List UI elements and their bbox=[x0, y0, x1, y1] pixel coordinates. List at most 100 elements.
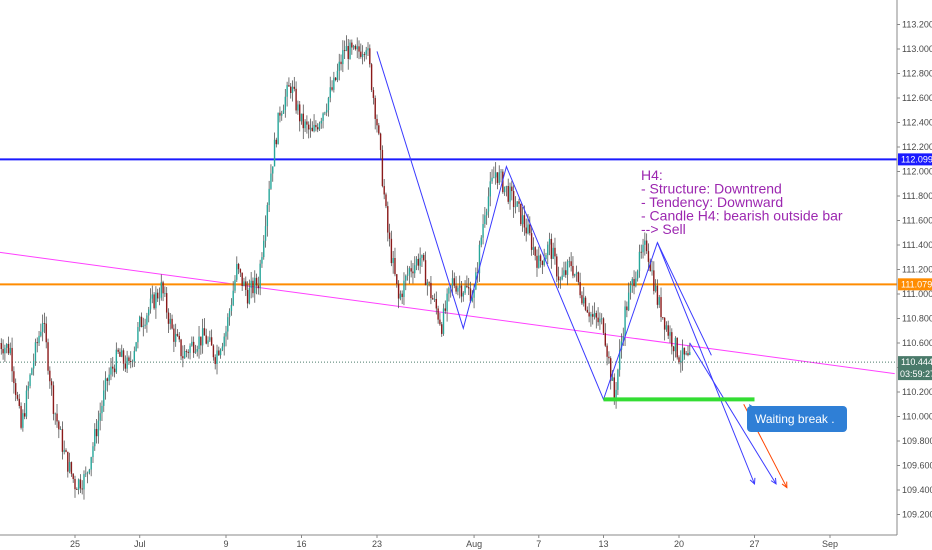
candle-body-323 bbox=[579, 282, 581, 296]
candle-body-64 bbox=[113, 368, 116, 373]
candle-body-196 bbox=[351, 42, 353, 48]
candle-body-336 bbox=[602, 318, 605, 333]
candle-body-11 bbox=[18, 398, 20, 406]
candle-body-144 bbox=[257, 285, 260, 289]
y-tick-label-11: 111.400 bbox=[902, 240, 932, 250]
candle-body-262 bbox=[469, 288, 472, 302]
wave-path bbox=[376, 51, 712, 401]
candle-body-167 bbox=[299, 104, 301, 122]
candle-body-243 bbox=[435, 298, 438, 309]
candle-body-139 bbox=[248, 288, 251, 304]
candle-body-320 bbox=[574, 273, 576, 276]
callout-text: Waiting break . bbox=[755, 412, 835, 426]
candle-body-177 bbox=[316, 127, 319, 130]
candle-body-340 bbox=[609, 358, 612, 381]
candle-body-81 bbox=[144, 324, 146, 326]
candle-body-123 bbox=[219, 349, 222, 356]
candle-body-240 bbox=[430, 282, 432, 299]
candle-body-254 bbox=[455, 285, 457, 292]
candle-body-27 bbox=[47, 342, 49, 371]
candle-body-20 bbox=[34, 342, 37, 362]
x-tick-label-3: 16 bbox=[296, 539, 306, 549]
x-tick-label-0: 25 bbox=[70, 539, 80, 549]
candle-body-282 bbox=[505, 186, 508, 187]
candle-body-353 bbox=[633, 279, 635, 287]
candle-body-116 bbox=[207, 340, 209, 344]
candle-body-214 bbox=[383, 186, 385, 195]
candle-body-382 bbox=[685, 353, 687, 355]
candle-body-229 bbox=[410, 268, 412, 272]
candle-body-84 bbox=[149, 298, 152, 310]
candle-body-279 bbox=[500, 171, 502, 173]
candle-body-29 bbox=[50, 381, 53, 386]
candle-body-301 bbox=[539, 255, 542, 261]
candle-body-21 bbox=[36, 342, 38, 344]
candle-body-86 bbox=[153, 294, 155, 309]
candle-body-351 bbox=[629, 284, 632, 293]
candle-body-231 bbox=[414, 265, 416, 274]
x-tick-label-5: Aug bbox=[466, 539, 482, 549]
candle-body-253 bbox=[453, 278, 455, 286]
candle-body-136 bbox=[243, 281, 245, 286]
candle-body-302 bbox=[541, 260, 544, 265]
candle-body-33 bbox=[58, 421, 60, 430]
candle-body-277 bbox=[496, 172, 499, 183]
candle-body-4 bbox=[5, 343, 8, 348]
y-tick-label-12: 111.600 bbox=[902, 216, 932, 226]
candle-body-233 bbox=[417, 258, 420, 266]
candle-body-238 bbox=[426, 282, 429, 286]
annotation-line-2: - Tendency: Downward bbox=[641, 194, 783, 210]
candle-body-286 bbox=[512, 191, 515, 207]
candle-body-32 bbox=[56, 413, 58, 422]
candle-body-147 bbox=[263, 240, 265, 258]
candle-body-215 bbox=[385, 194, 387, 207]
candle-body-109 bbox=[194, 351, 197, 353]
candle-body-135 bbox=[241, 272, 243, 286]
y-tick-label-8: 110.800 bbox=[902, 314, 932, 324]
candle-body-267 bbox=[478, 244, 481, 274]
candle-body-132 bbox=[236, 264, 238, 280]
candle-body-57 bbox=[101, 405, 103, 414]
candle-body-74 bbox=[131, 361, 134, 363]
candle-body-352 bbox=[631, 279, 633, 285]
candle-body-379 bbox=[680, 360, 682, 363]
candle-body-380 bbox=[681, 347, 684, 361]
y-tick-label-14: 112.000 bbox=[902, 167, 932, 177]
candle-body-158 bbox=[282, 110, 285, 114]
candle-body-263 bbox=[471, 297, 473, 302]
candle-body-137 bbox=[245, 281, 247, 290]
candle-body-105 bbox=[187, 351, 189, 353]
candle-body-337 bbox=[604, 332, 606, 346]
candle-body-244 bbox=[437, 308, 439, 320]
y-tick-label-17: 112.600 bbox=[902, 93, 932, 103]
y-tick-label-4: 110.000 bbox=[902, 412, 932, 422]
candle-body-36 bbox=[63, 450, 65, 452]
candle-body-2 bbox=[2, 349, 4, 354]
candle-body-171 bbox=[306, 121, 308, 125]
candle-body-51 bbox=[90, 457, 92, 470]
candle-body-370 bbox=[663, 317, 666, 330]
candle-body-362 bbox=[649, 261, 651, 272]
candle-body-128 bbox=[228, 311, 231, 318]
candle-body-354 bbox=[635, 278, 637, 287]
candle-body-272 bbox=[487, 196, 490, 212]
candle-body-271 bbox=[485, 211, 488, 216]
candle-body-287 bbox=[514, 206, 517, 208]
candle-body-50 bbox=[88, 469, 91, 473]
candle-body-261 bbox=[467, 287, 470, 289]
candle-body-31 bbox=[54, 413, 56, 415]
candle-body-373 bbox=[669, 332, 671, 336]
candle-body-349 bbox=[626, 306, 628, 311]
candle-body-69 bbox=[122, 350, 125, 364]
candle-body-333 bbox=[597, 317, 599, 323]
candle-body-209 bbox=[374, 97, 376, 119]
annotation-line-4: --> Sell bbox=[641, 221, 686, 237]
candle-body-180 bbox=[322, 113, 324, 121]
price-tag-box-1 bbox=[898, 278, 932, 291]
candle-body-384 bbox=[689, 352, 691, 356]
candle-body-299 bbox=[536, 255, 538, 268]
candle-body-30 bbox=[52, 385, 55, 414]
candle-body-95 bbox=[169, 318, 171, 324]
candle-body-68 bbox=[121, 350, 123, 357]
candle-body-371 bbox=[665, 325, 668, 330]
